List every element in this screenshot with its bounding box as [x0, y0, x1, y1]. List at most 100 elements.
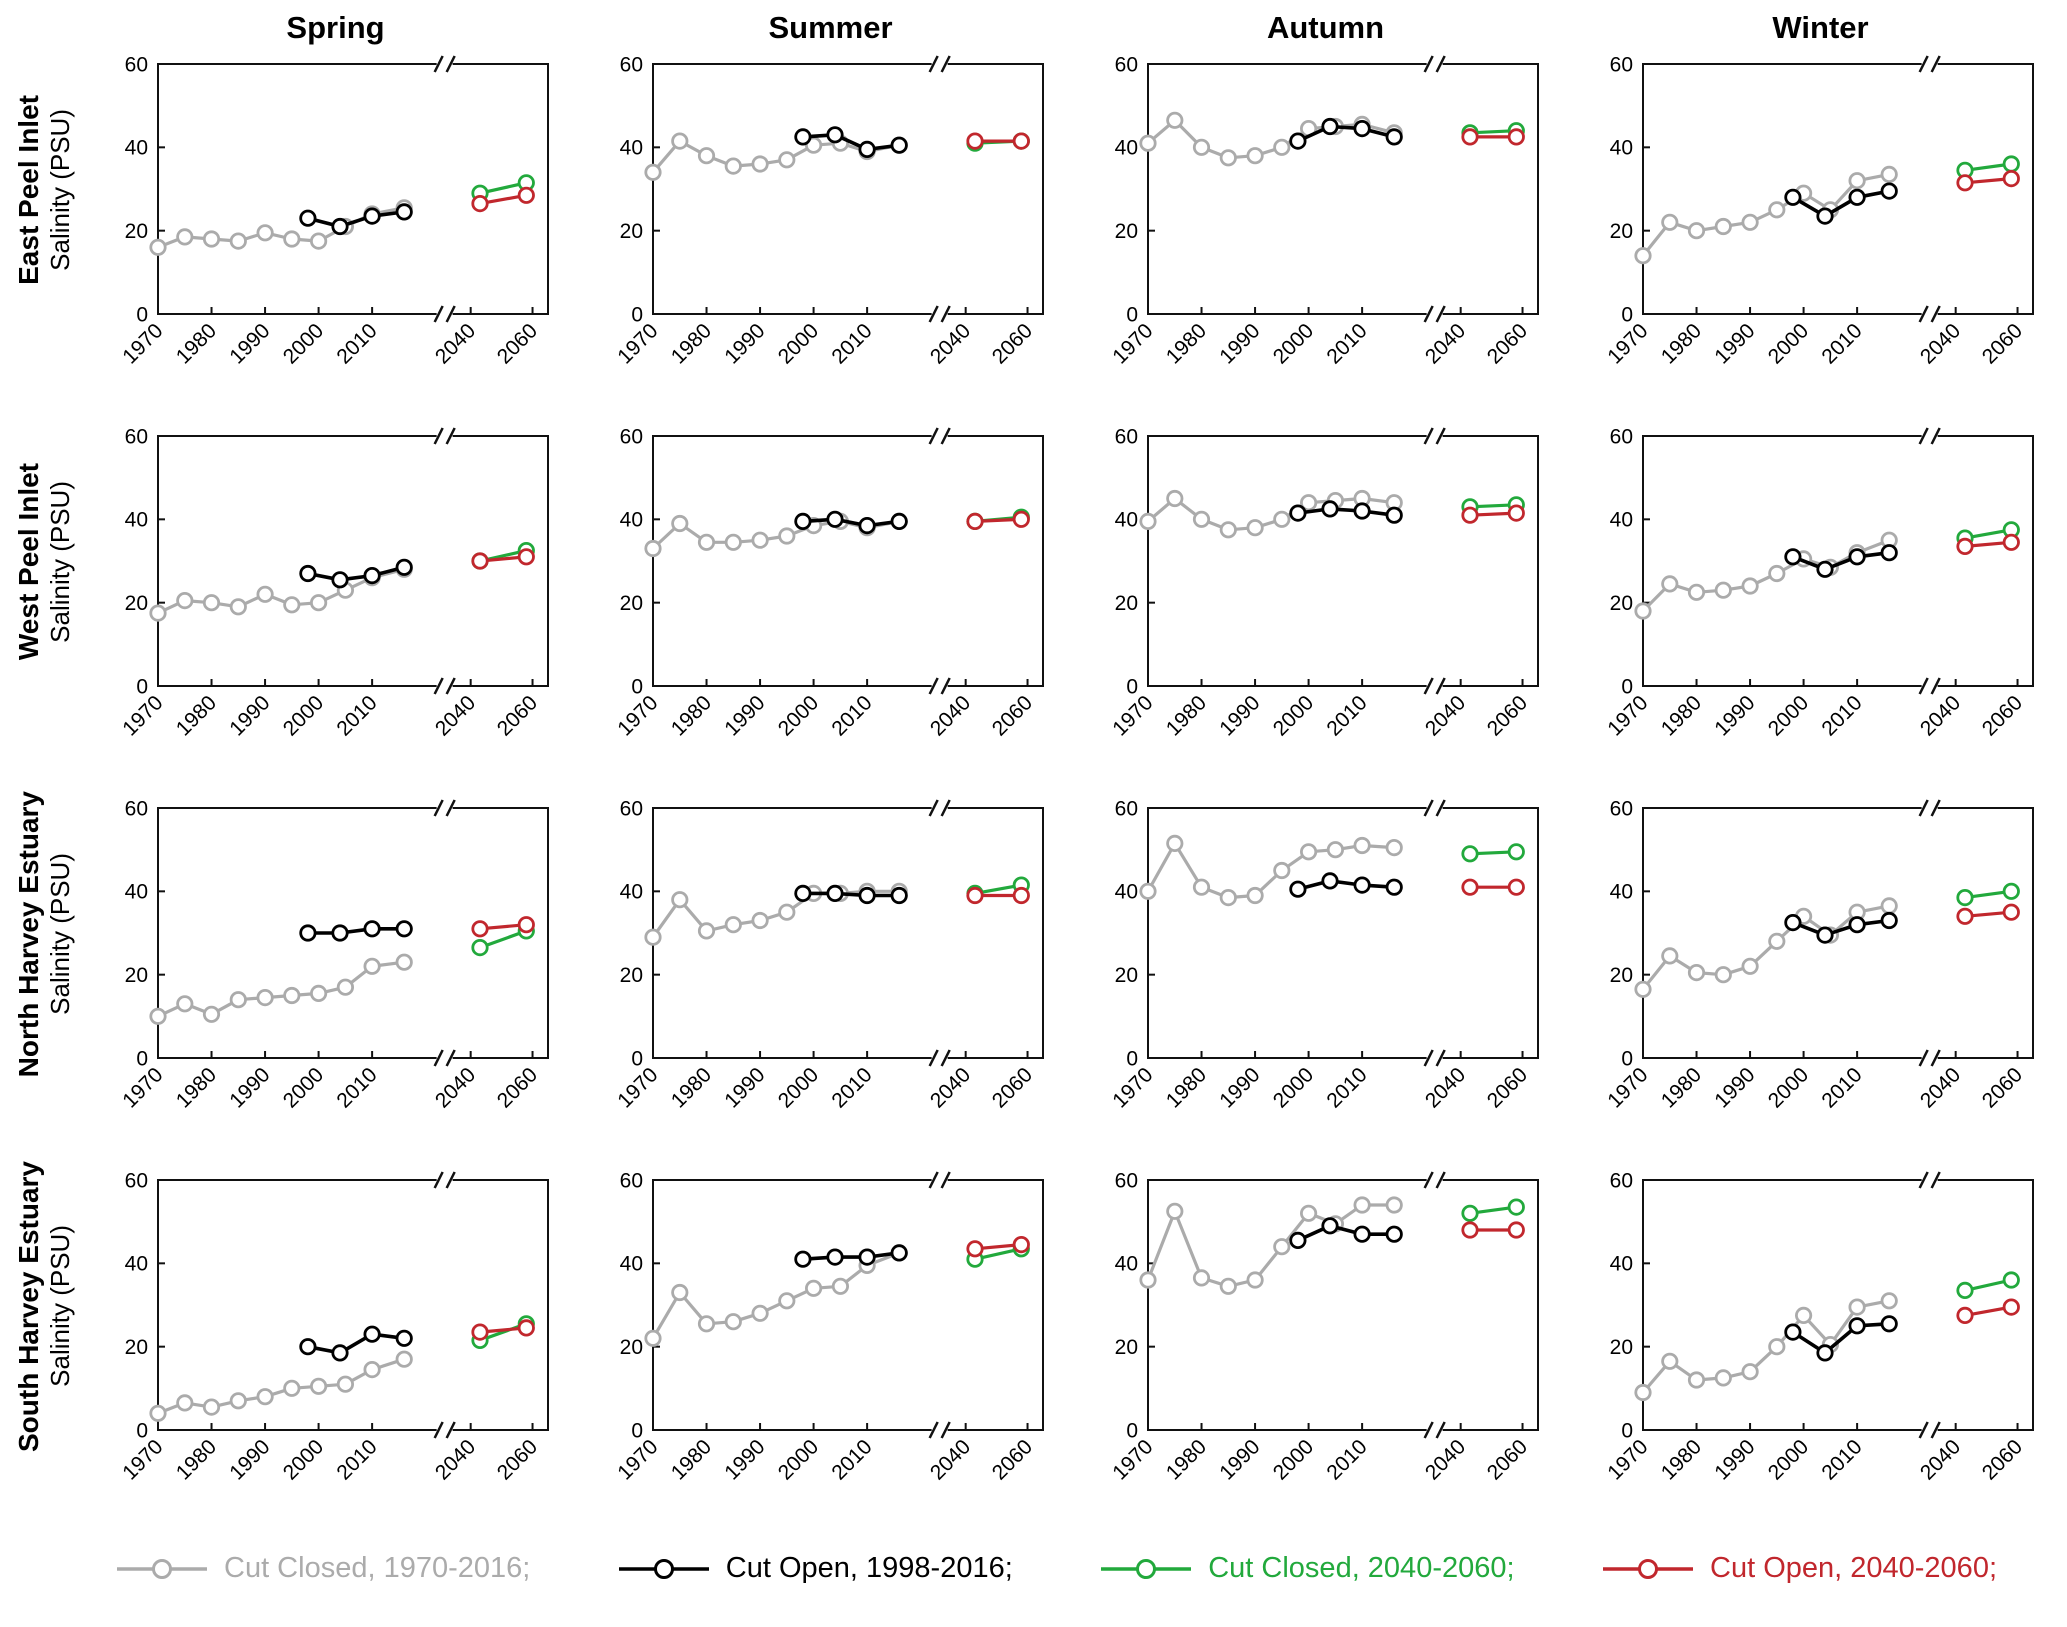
- svg-text:60: 60: [125, 1169, 148, 1192]
- svg-text:40: 40: [1115, 881, 1138, 904]
- svg-text:2040: 2040: [926, 319, 975, 368]
- chart-west-peel-inlet-spring: 0 20 40 60 1970 1980 1990 2000 2010 2040 2060: [88, 422, 583, 794]
- chart-south-harvey-estuary-winter: 0 20 40 60 1970 1980 1990 2000 2010 2040 2060: [1573, 1166, 2067, 1538]
- legend: Cut Closed, 1970-2016; Cut Open, 1998-20…: [0, 1538, 2067, 1585]
- svg-text:2060: 2060: [493, 691, 542, 740]
- column-headers: Spring Summer Autumn Winter: [0, 6, 2067, 50]
- line-marker-icon: [618, 1558, 709, 1579]
- chart-east-peel-inlet-spring: 0 20 40 60 1970 1980 1990 2000 2010 2040 2060: [88, 50, 583, 422]
- svg-text:60: 60: [125, 797, 148, 820]
- svg-text:1970: 1970: [613, 1435, 662, 1484]
- chart-east-peel-inlet-summer: 0 20 40 60 1970 1980 1990 2000 2010 2040 2060: [583, 50, 1078, 422]
- svg-text:1990: 1990: [1710, 319, 1759, 368]
- svg-text:60: 60: [620, 1169, 643, 1192]
- line-marker-icon: [117, 1558, 207, 1579]
- legend-item-cut-closed-1970-2016: Cut Closed, 1970-2016;: [115, 1552, 530, 1585]
- svg-text:2010: 2010: [827, 1063, 876, 1112]
- svg-text:2060: 2060: [493, 319, 542, 368]
- svg-text:2000: 2000: [1764, 691, 1813, 740]
- svg-text:20: 20: [1610, 220, 1633, 243]
- svg-text:1980: 1980: [1162, 691, 1211, 740]
- svg-text:1980: 1980: [1657, 1435, 1706, 1484]
- svg-text:20: 20: [1610, 964, 1633, 987]
- svg-text:2000: 2000: [1269, 1063, 1318, 1112]
- svg-text:2060: 2060: [1978, 319, 2027, 368]
- svg-text:2010: 2010: [1817, 691, 1866, 740]
- svg-text:2000: 2000: [1269, 691, 1318, 740]
- y-axis-label: Salinity (PSU): [44, 481, 75, 643]
- svg-text:2010: 2010: [1817, 1435, 1866, 1484]
- svg-text:2060: 2060: [988, 691, 1037, 740]
- chart-south-harvey-estuary-spring: 0 20 40 60 1970 1980 1990 2000 2010 2040 2060: [88, 1166, 583, 1538]
- svg-text:1990: 1990: [1215, 1435, 1264, 1484]
- svg-text:1990: 1990: [720, 319, 769, 368]
- svg-text:0: 0: [1126, 1419, 1138, 1442]
- svg-text:2060: 2060: [1978, 691, 2027, 740]
- svg-text:40: 40: [620, 137, 643, 160]
- svg-text:2040: 2040: [1916, 319, 1965, 368]
- svg-text:2010: 2010: [332, 1435, 381, 1484]
- svg-text:1980: 1980: [1162, 1435, 1211, 1484]
- salinity-figure: Spring Summer Autumn Winter East Peel In…: [0, 6, 2067, 1585]
- svg-text:20: 20: [620, 220, 643, 243]
- svg-text:1980: 1980: [667, 319, 716, 368]
- svg-text:0: 0: [1621, 1047, 1633, 1070]
- svg-text:2000: 2000: [279, 1435, 328, 1484]
- svg-text:2040: 2040: [431, 319, 480, 368]
- svg-text:1980: 1980: [667, 691, 716, 740]
- svg-text:1970: 1970: [1603, 691, 1652, 740]
- svg-text:0: 0: [136, 303, 148, 326]
- svg-text:20: 20: [1115, 592, 1138, 615]
- season-title-summer: Summer: [768, 10, 893, 45]
- svg-text:1980: 1980: [1162, 1063, 1211, 1112]
- svg-text:1990: 1990: [1710, 691, 1759, 740]
- row-east-peel-inlet: East Peel Inlet Salinity (PSU) 0 20 40 60 19…: [0, 50, 2067, 422]
- svg-text:2010: 2010: [1817, 319, 1866, 368]
- chart-west-peel-inlet-summer: 0 20 40 60 1970 1980 1990 2000 2010 2040 2060: [583, 422, 1078, 794]
- svg-text:0: 0: [1621, 1419, 1633, 1442]
- row-south-harvey-estuary: South Harvey Estuary Salinity (PSU) 0 20 4…: [0, 1161, 2067, 1538]
- row-north-harvey-estuary: North Harvey Estuary Salinity (PSU) 0 20 4…: [0, 791, 2067, 1166]
- svg-text:2000: 2000: [774, 319, 823, 368]
- svg-text:2000: 2000: [279, 319, 328, 368]
- svg-text:20: 20: [620, 964, 643, 987]
- svg-text:2040: 2040: [1421, 1063, 1470, 1112]
- svg-text:2010: 2010: [1322, 1063, 1371, 1112]
- svg-text:0: 0: [1621, 303, 1633, 326]
- svg-text:40: 40: [1610, 1253, 1633, 1276]
- svg-text:2040: 2040: [431, 691, 480, 740]
- svg-text:2010: 2010: [827, 691, 876, 740]
- svg-text:40: 40: [1115, 509, 1138, 532]
- svg-text:2000: 2000: [774, 1063, 823, 1112]
- svg-text:2000: 2000: [1269, 1435, 1318, 1484]
- svg-text:2040: 2040: [926, 1063, 975, 1112]
- svg-text:1990: 1990: [1215, 1063, 1264, 1112]
- svg-text:2060: 2060: [1978, 1063, 2027, 1112]
- svg-text:2060: 2060: [1483, 319, 1532, 368]
- line-marker-icon: [1603, 1558, 1694, 1579]
- chart-north-harvey-estuary-summer: 0 20 40 60 1970 1980 1990 2000 2010 2040 2060: [583, 794, 1078, 1166]
- chart-south-harvey-estuary-summer: 0 20 40 60 1970 1980 1990 2000 2010 2040 2060: [583, 1166, 1078, 1538]
- svg-text:20: 20: [125, 592, 148, 615]
- svg-text:2010: 2010: [827, 319, 876, 368]
- svg-text:1980: 1980: [1657, 691, 1706, 740]
- svg-text:40: 40: [125, 1253, 148, 1276]
- season-title-spring: Spring: [286, 10, 385, 45]
- svg-text:1980: 1980: [667, 1063, 716, 1112]
- svg-text:1970: 1970: [613, 691, 662, 740]
- svg-text:60: 60: [125, 425, 148, 448]
- svg-text:40: 40: [125, 509, 148, 532]
- y-axis-label: Salinity (PSU): [44, 109, 75, 271]
- svg-text:2000: 2000: [1764, 1063, 1813, 1112]
- legend-label: Cut Open, 1998-2016;: [725, 1552, 1013, 1584]
- row-label-north-harvey-estuary: North Harvey Estuary Salinity (PSU): [0, 791, 88, 1166]
- svg-text:2000: 2000: [1764, 1435, 1813, 1484]
- season-title-winter: Winter: [1772, 10, 1869, 45]
- svg-text:1980: 1980: [172, 1435, 221, 1484]
- svg-text:1980: 1980: [1162, 319, 1211, 368]
